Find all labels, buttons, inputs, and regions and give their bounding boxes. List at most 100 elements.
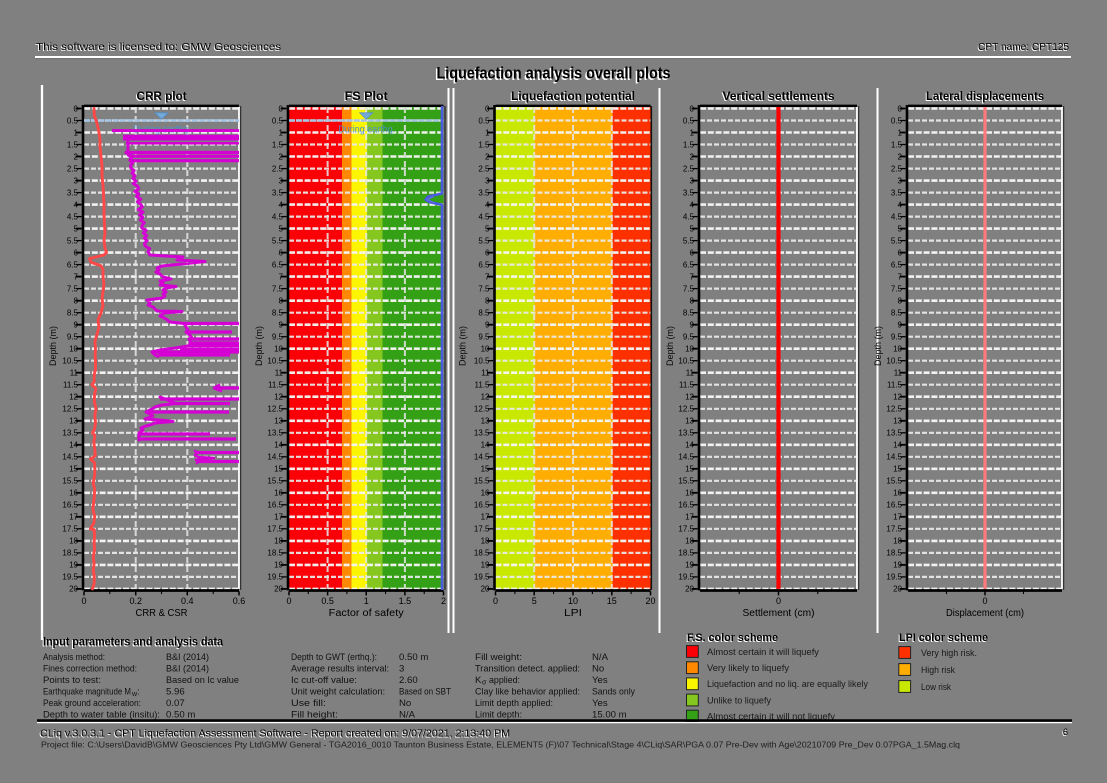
svg-text:16: 16 xyxy=(481,489,490,498)
svg-text:20: 20 xyxy=(69,585,78,594)
svg-text:9: 9 xyxy=(690,321,695,330)
svg-text:13: 13 xyxy=(685,417,694,426)
svg-text:F.S. color scheme: F.S. color scheme xyxy=(687,632,778,644)
svg-text:10.5: 10.5 xyxy=(62,357,78,366)
svg-text:Lateral displacements: Lateral displacements xyxy=(925,90,1043,104)
svg-text:6: 6 xyxy=(1062,728,1067,739)
svg-text:3: 3 xyxy=(898,176,903,185)
svg-text:N/A: N/A xyxy=(592,652,609,663)
svg-text:LPI: LPI xyxy=(564,608,582,619)
svg-text:19: 19 xyxy=(69,561,78,570)
svg-text:0.5: 0.5 xyxy=(321,596,334,606)
svg-text:11: 11 xyxy=(894,369,903,378)
svg-text:1: 1 xyxy=(279,128,284,137)
svg-text:0.5: 0.5 xyxy=(272,116,284,125)
svg-text:11: 11 xyxy=(275,369,284,378)
svg-text:2.60: 2.60 xyxy=(399,675,418,686)
svg-text:17.5: 17.5 xyxy=(678,525,694,534)
svg-text:11: 11 xyxy=(481,369,490,378)
svg-text:0: 0 xyxy=(81,596,86,606)
svg-text:1.5: 1.5 xyxy=(683,140,695,149)
svg-text:16.5: 16.5 xyxy=(678,501,694,510)
svg-text:15.00 m: 15.00 m xyxy=(592,710,627,721)
svg-text:9.5: 9.5 xyxy=(891,333,903,342)
svg-text:12.5: 12.5 xyxy=(267,405,283,414)
svg-text:Depth to GWT (erthq.):: Depth to GWT (erthq.): xyxy=(291,652,377,663)
svg-text:0.50 m: 0.50 m xyxy=(399,652,428,663)
svg-text:Liquefaction potential: Liquefaction potential xyxy=(511,89,635,103)
svg-text:1: 1 xyxy=(485,128,490,137)
svg-text:6.5: 6.5 xyxy=(478,260,490,269)
svg-text:14.5: 14.5 xyxy=(678,453,694,462)
svg-text:6.5: 6.5 xyxy=(272,260,284,269)
svg-text:8.5: 8.5 xyxy=(683,309,695,318)
svg-text:17: 17 xyxy=(274,513,283,522)
svg-text:1: 1 xyxy=(690,128,695,137)
svg-text:10.5: 10.5 xyxy=(678,357,694,366)
svg-text:Depth (m): Depth (m) xyxy=(48,326,58,366)
svg-text:12: 12 xyxy=(274,393,283,402)
svg-text:20: 20 xyxy=(274,585,283,594)
svg-text:2.5: 2.5 xyxy=(272,164,284,173)
svg-text:14: 14 xyxy=(274,441,283,450)
svg-text:8: 8 xyxy=(279,297,284,306)
svg-text:5.5: 5.5 xyxy=(478,236,490,245)
svg-text:9.5: 9.5 xyxy=(683,333,695,342)
svg-text:0: 0 xyxy=(286,596,291,606)
svg-text:0: 0 xyxy=(279,104,284,113)
svg-text:11.5: 11.5 xyxy=(679,381,695,390)
svg-text:6: 6 xyxy=(279,248,284,257)
svg-text:0.50 m: 0.50 m xyxy=(166,710,195,721)
svg-text:18.5: 18.5 xyxy=(62,549,78,558)
svg-text:19: 19 xyxy=(274,561,283,570)
svg-text:10: 10 xyxy=(274,345,283,354)
svg-text:18: 18 xyxy=(481,537,490,546)
svg-text:Low risk: Low risk xyxy=(921,682,951,692)
svg-text:0.5: 0.5 xyxy=(478,116,490,125)
svg-text:2: 2 xyxy=(279,152,284,161)
svg-text:applied:: applied: xyxy=(489,675,520,686)
svg-text:9: 9 xyxy=(279,321,284,330)
svg-text:16: 16 xyxy=(274,489,283,498)
svg-text:4.5: 4.5 xyxy=(67,212,79,221)
svg-text:4: 4 xyxy=(485,200,490,209)
svg-text:CPT name: CPT125: CPT name: CPT125 xyxy=(977,42,1068,54)
svg-text:1: 1 xyxy=(898,128,903,137)
svg-text:10.5: 10.5 xyxy=(267,357,283,366)
svg-text:11.5: 11.5 xyxy=(475,381,491,390)
svg-text:10.5: 10.5 xyxy=(886,357,902,366)
svg-text:15.5: 15.5 xyxy=(62,477,78,486)
svg-text:9.5: 9.5 xyxy=(272,333,284,342)
svg-text:14.5: 14.5 xyxy=(62,453,78,462)
svg-text:17: 17 xyxy=(481,513,490,522)
svg-text:6.5: 6.5 xyxy=(67,260,79,269)
svg-text:14: 14 xyxy=(893,441,902,450)
svg-text:11: 11 xyxy=(70,369,79,378)
svg-text:1.5: 1.5 xyxy=(399,596,412,606)
svg-text:5: 5 xyxy=(74,224,79,233)
svg-text:Depth (m): Depth (m) xyxy=(254,326,264,366)
svg-text:Fill weight:: Fill weight: xyxy=(475,652,522,663)
svg-text:Limit depth applied:: Limit depth applied: xyxy=(475,698,553,709)
svg-text:Input parameters and analysis: Input parameters and analysis data xyxy=(42,638,223,650)
svg-text:12.5: 12.5 xyxy=(474,405,490,414)
svg-text:Yes: Yes xyxy=(592,675,608,686)
svg-text:15.5: 15.5 xyxy=(267,477,283,486)
svg-text:No: No xyxy=(592,664,604,675)
svg-text:18.5: 18.5 xyxy=(267,549,283,558)
svg-text:Very likely to liquefy: Very likely to liquefy xyxy=(707,663,789,673)
svg-text:Clay like behavior applied:: Clay like behavior applied: xyxy=(475,687,580,698)
svg-text:17: 17 xyxy=(685,513,694,522)
svg-text:15.5: 15.5 xyxy=(886,477,902,486)
svg-text:Vertical settlements: Vertical settlements xyxy=(722,90,834,104)
svg-text:5.5: 5.5 xyxy=(67,236,79,245)
svg-text:4.5: 4.5 xyxy=(891,212,903,221)
svg-text:16.5: 16.5 xyxy=(474,501,490,510)
svg-text:7.5: 7.5 xyxy=(478,284,490,293)
svg-text:3: 3 xyxy=(485,176,490,185)
svg-text:Very high risk.: Very high risk. xyxy=(921,648,977,658)
svg-text:11: 11 xyxy=(686,369,695,378)
svg-text:B&I (2014): B&I (2014) xyxy=(166,652,209,663)
svg-text:Lateral displacements: Lateral displacements xyxy=(926,89,1044,103)
svg-text:10: 10 xyxy=(69,345,78,354)
